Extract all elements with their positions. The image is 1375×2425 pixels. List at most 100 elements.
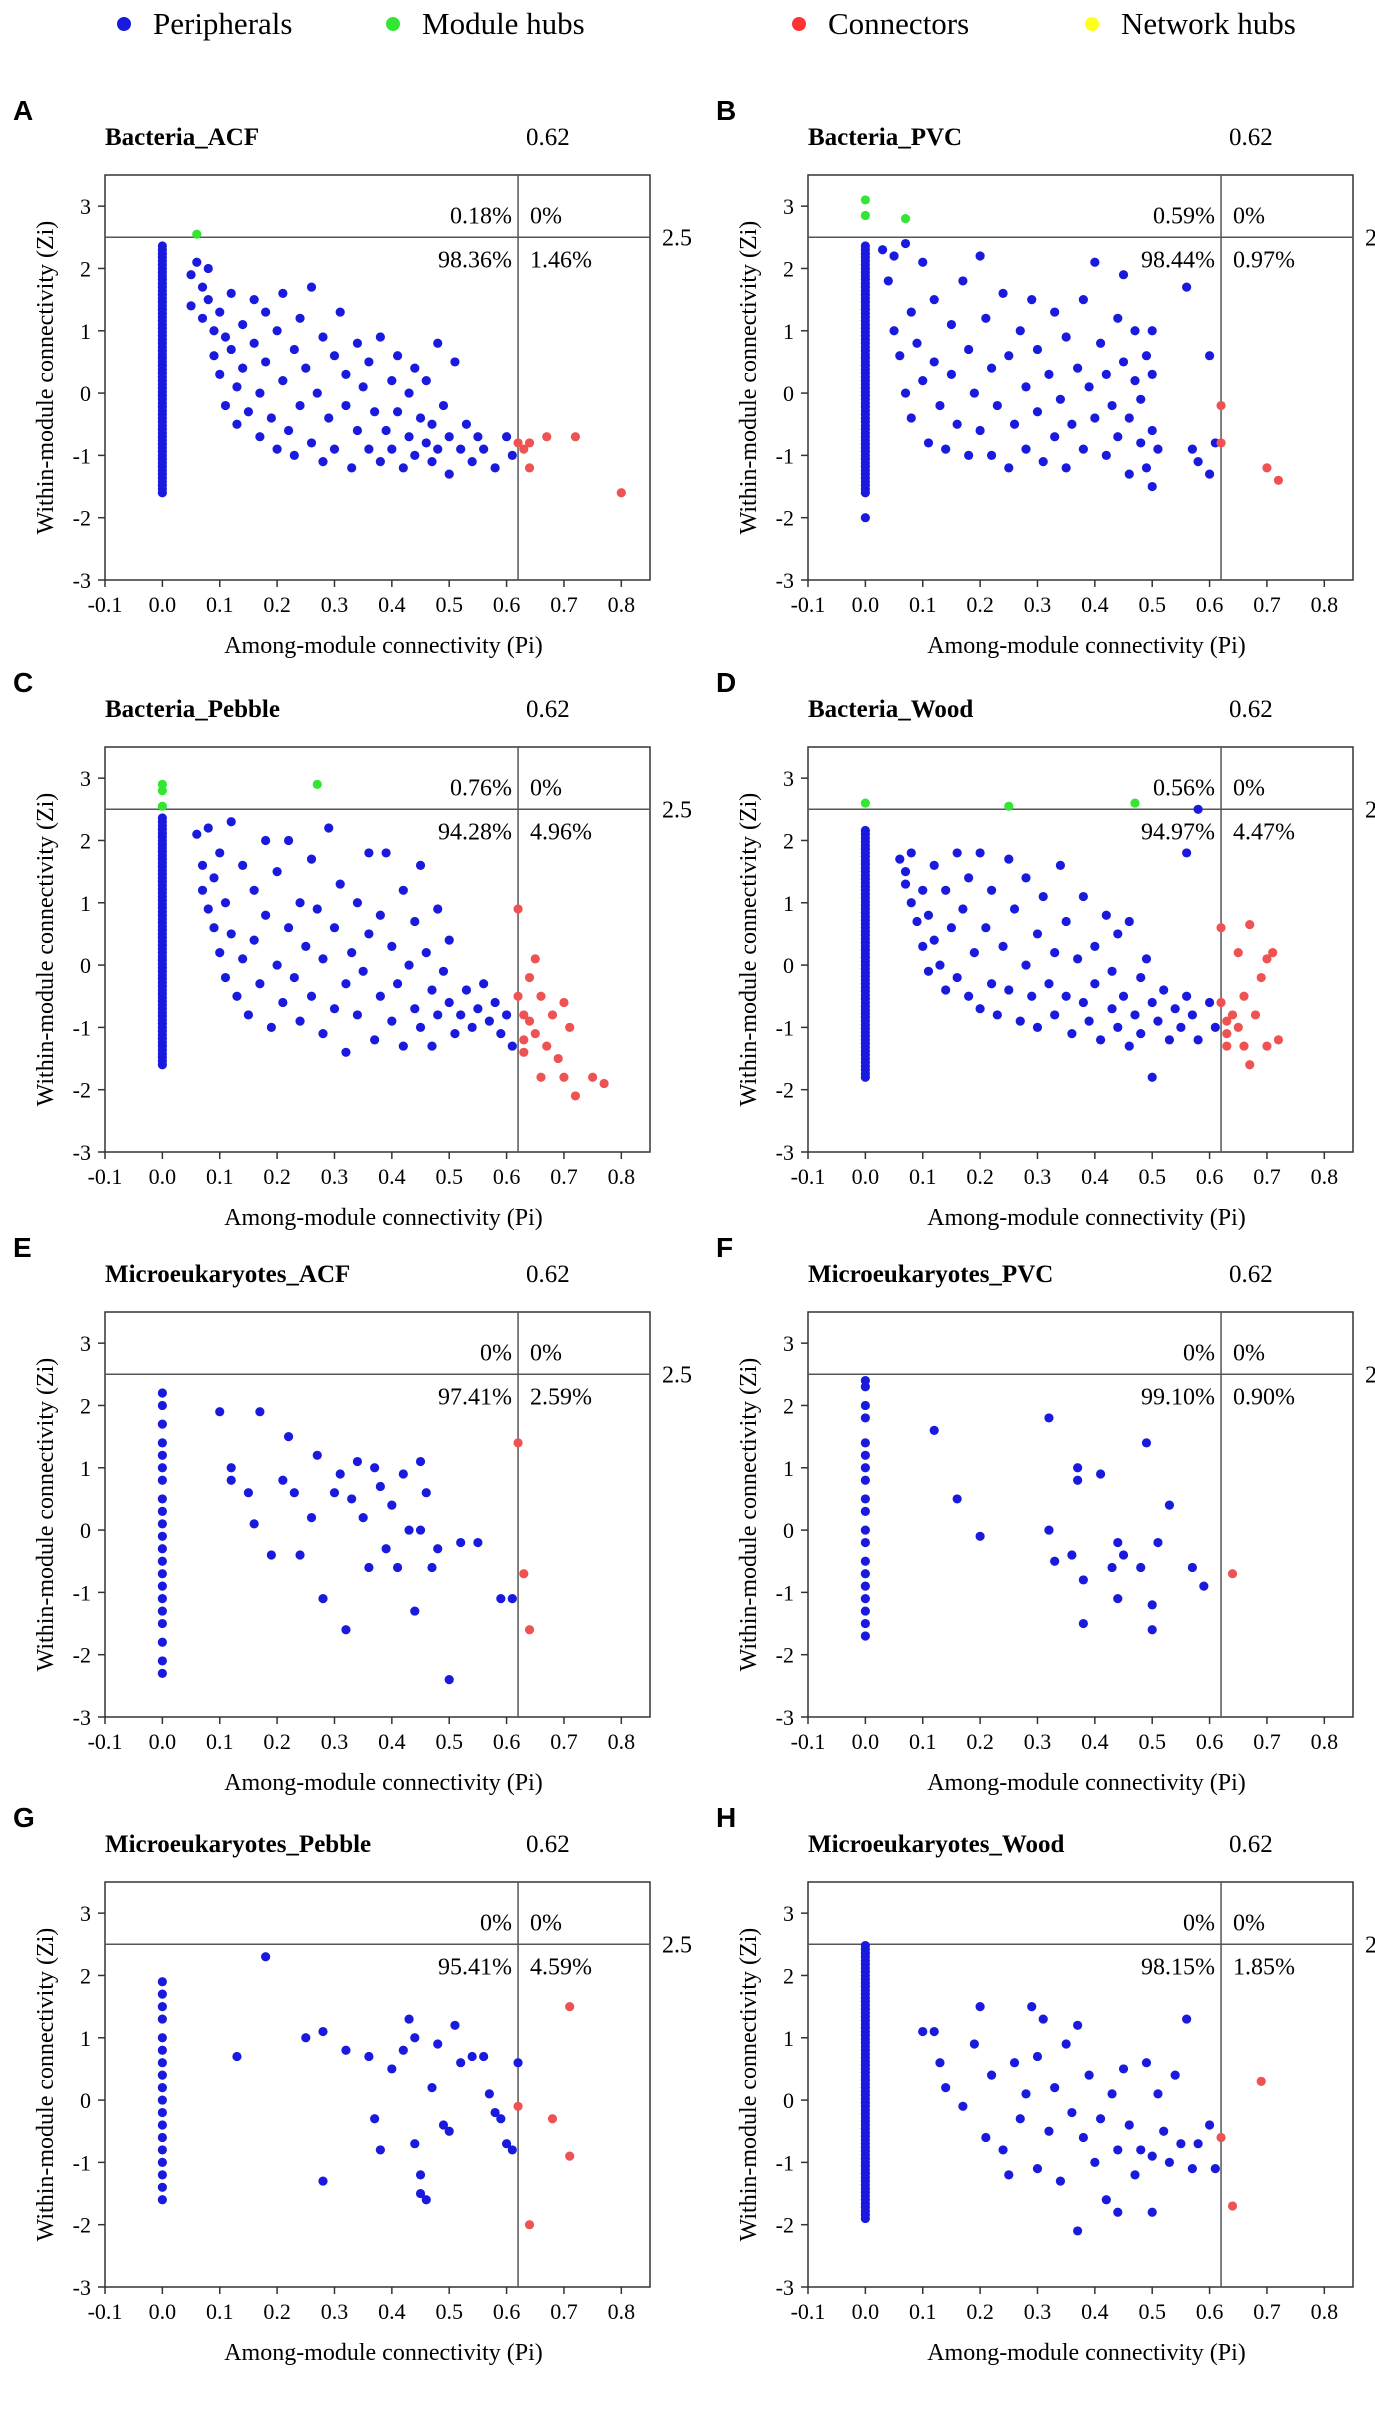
peripheral-point xyxy=(335,1469,345,1479)
panel-letter: A xyxy=(13,95,33,126)
pi-threshold-label: 0.62 xyxy=(526,696,570,723)
connector-point xyxy=(524,463,535,473)
peripheral-point xyxy=(306,991,317,1001)
peripheral-point xyxy=(197,282,208,292)
peripheral-point xyxy=(415,1456,426,1467)
x-tick-label: 0.2 xyxy=(966,1729,994,1754)
peripheral-point xyxy=(860,1631,870,1641)
peripheral-point xyxy=(929,2026,939,2037)
peripheral-point xyxy=(157,1556,167,1566)
x-tick-label: 0.8 xyxy=(608,1164,636,1189)
peripheral-point xyxy=(923,438,934,448)
x-tick-label: 0.2 xyxy=(263,1729,291,1754)
connector-point xyxy=(524,972,535,983)
peripheral-point xyxy=(860,1450,870,1460)
connector-point xyxy=(588,1072,598,1082)
pi-threshold-label: 0.62 xyxy=(526,1831,570,1858)
x-tick-label: 0.2 xyxy=(966,1164,994,1189)
peripheral-point xyxy=(1101,450,1111,460)
peripheral-point xyxy=(392,351,403,361)
peripheral-point xyxy=(946,369,957,379)
peripheral-point xyxy=(157,2033,167,2043)
quadrant-label-bottom-left: 98.36% xyxy=(438,247,512,273)
quadrant-label-top-right: 0% xyxy=(1233,1910,1265,1936)
peripheral-point xyxy=(157,2045,167,2055)
module-hub-point xyxy=(157,801,167,811)
peripheral-point xyxy=(347,1494,357,1504)
x-tick-label: 0.4 xyxy=(1081,1164,1109,1189)
peripheral-point xyxy=(1118,2064,1129,2074)
connector-point xyxy=(559,1072,569,1082)
x-tick-label: 0.7 xyxy=(550,592,578,617)
peripheral-point xyxy=(923,910,934,920)
peripheral-point xyxy=(941,2083,951,2093)
y-tick-label: 0 xyxy=(80,2088,91,2113)
peripheral-point xyxy=(375,910,385,920)
panel-d: D Bacteria_Wood -0.1 0.0 0.1 0.2 0.3 0.4 0.5 0.6 0… xyxy=(716,667,1375,1231)
peripheral-point xyxy=(226,817,236,827)
peripheral-point xyxy=(969,2039,979,2049)
peripheral-point xyxy=(900,867,911,877)
peripheral-point xyxy=(243,1488,254,1498)
panel-title: Microeukaryotes_Wood xyxy=(808,1831,1065,1858)
peripheral-point xyxy=(358,382,368,392)
x-tick-label: -0.1 xyxy=(791,2299,826,2324)
peripheral-point xyxy=(946,923,957,933)
peripheral-point xyxy=(467,2051,477,2062)
peripheral-point xyxy=(1015,326,1025,336)
peripheral-point xyxy=(364,444,374,454)
peripheral-point xyxy=(975,251,985,261)
connector-point xyxy=(513,904,523,914)
peripheral-point xyxy=(929,935,939,945)
x-tick-label: -0.1 xyxy=(88,592,123,617)
quadrant-label-top-right: 0% xyxy=(1233,203,1265,229)
peripheral-point xyxy=(860,1569,870,1579)
peripheral-point xyxy=(255,432,265,442)
peripheral-point xyxy=(157,1594,167,1604)
x-tick-label: 0.6 xyxy=(493,1164,521,1189)
peripheral-point xyxy=(232,382,242,392)
peripheral-point xyxy=(157,1519,167,1529)
y-tick-label: -1 xyxy=(776,2150,794,2175)
x-tick-label: 0.5 xyxy=(435,2299,463,2324)
peripheral-point xyxy=(1061,332,1071,342)
panel-letter: G xyxy=(13,1802,35,1833)
peripheral-point xyxy=(1038,2014,1048,2024)
peripheral-point xyxy=(410,2033,420,2043)
connector-point xyxy=(565,2151,575,2161)
x-tick-label: 0.1 xyxy=(206,2299,234,2324)
peripheral-point xyxy=(860,1606,870,1616)
peripheral-point xyxy=(157,1400,167,1411)
peripheral-point xyxy=(975,425,985,436)
quadrant-label-top-left: 0% xyxy=(1183,1340,1215,1366)
peripheral-point xyxy=(1021,873,1031,883)
x-tick-label: 0.4 xyxy=(378,592,406,617)
x-tick-label: 0.4 xyxy=(1081,2299,1109,2324)
y-tick-label: -3 xyxy=(776,568,794,593)
peripheral-point xyxy=(1004,351,1014,361)
peripheral-point xyxy=(860,1438,870,1448)
quadrant-label-bottom-right: 0.97% xyxy=(1233,247,1295,273)
connector-point xyxy=(1216,997,1226,1008)
peripheral-point xyxy=(415,413,426,423)
quadrant-label-top-left: 0.56% xyxy=(1153,775,1215,801)
peripheral-point xyxy=(157,2195,167,2205)
legend-label-network-hubs: Network hubs xyxy=(1121,6,1296,41)
peripheral-point xyxy=(1141,954,1152,964)
peripheral-point xyxy=(969,388,979,398)
quadrant-label-top-left: 0% xyxy=(480,1340,512,1366)
connector-point xyxy=(1239,991,1249,1001)
peripheral-point xyxy=(1147,1600,1157,1610)
peripheral-point xyxy=(900,388,911,398)
peripheral-point xyxy=(289,972,299,983)
peripheral-point xyxy=(992,1010,1002,1020)
peripheral-point xyxy=(1050,432,1060,442)
peripheral-point xyxy=(1101,910,1111,920)
peripheral-point xyxy=(215,307,225,317)
x-tick-label: 0.7 xyxy=(550,2299,578,2324)
peripheral-point xyxy=(220,972,231,983)
peripheral-point xyxy=(1136,1029,1146,1039)
quadrant-label-bottom-left: 98.15% xyxy=(1141,1954,1215,1980)
panel-b: B Bacteria_PVC -0.1 0.0 0.1 0.2 0.3 0.4 0.5 0.6 0.… xyxy=(716,95,1375,659)
